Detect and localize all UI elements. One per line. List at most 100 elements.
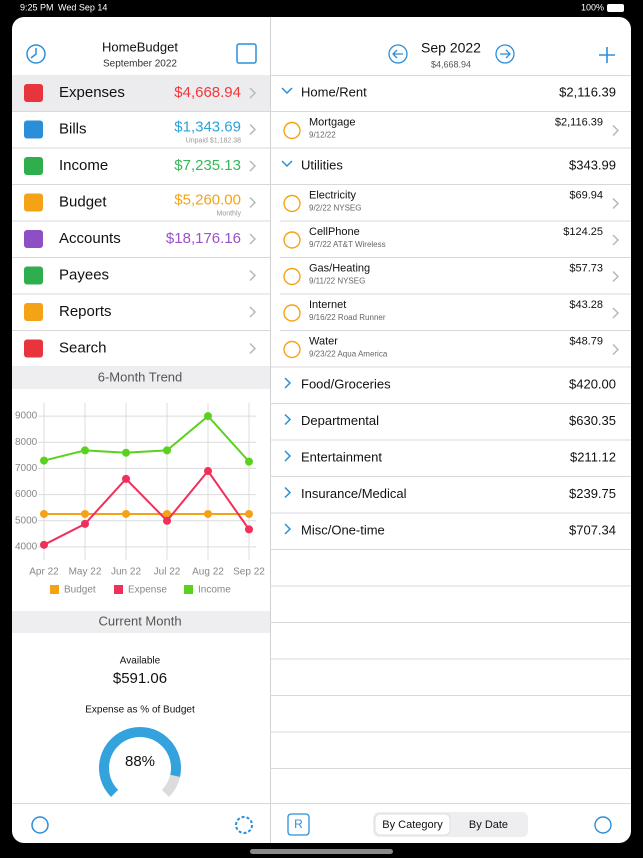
item-name[interactable]: CellPhone	[309, 226, 360, 238]
chevron	[249, 342, 257, 355]
item-name[interactable]: Water	[309, 335, 338, 347]
available-label: Available	[120, 656, 161, 667]
item-note: 9/2/22 NYSEG	[309, 204, 361, 213]
detail-title: Sep 2022	[421, 40, 481, 56]
group-name[interactable]: Entertainment	[301, 449, 382, 464]
data-point	[122, 448, 130, 457]
prev-button[interactable]	[388, 44, 408, 64]
item-icon	[283, 194, 301, 213]
item-amount: $69.94	[569, 189, 603, 201]
menu-amount: $18,176.16	[166, 230, 241, 247]
menu-note: Monthly	[216, 210, 241, 217]
item-name[interactable]: Mortgage	[309, 116, 355, 128]
y-tick-label: 8000	[15, 437, 38, 448]
menu-row-selected	[12, 75, 270, 112]
item-amount: $48.79	[569, 335, 603, 347]
menu-label[interactable]: Budget	[59, 193, 107, 210]
detail-total: $4,668.94	[431, 59, 471, 69]
chevron	[284, 413, 292, 426]
add-button[interactable]	[599, 47, 615, 63]
app-window	[12, 17, 631, 843]
item-icon	[283, 267, 301, 286]
chevron	[284, 450, 292, 462]
menu-label[interactable]: Bills	[59, 120, 87, 137]
chevron	[249, 87, 257, 99]
available-amount: $591.06	[113, 670, 167, 687]
chevron	[249, 196, 257, 209]
data-point	[163, 509, 171, 518]
group-name[interactable]: Food/Groceries	[301, 376, 391, 391]
legend-label: Budget	[64, 585, 96, 596]
section-header	[12, 611, 270, 633]
chart-title: 6-Month Trend	[98, 369, 183, 384]
item-note: 9/11/22 NYSEG	[309, 277, 365, 286]
data-point	[245, 509, 253, 518]
menu-icon	[24, 84, 43, 102]
data-point	[81, 446, 89, 455]
data-point	[163, 446, 171, 455]
segment-label[interactable]: By Category	[382, 819, 443, 831]
report-button[interactable]	[287, 813, 310, 836]
menu-label[interactable]: Accounts	[59, 230, 121, 247]
menu-amount: $7,235.13	[174, 157, 241, 174]
battery-icon	[607, 4, 624, 12]
status-battery: 100%	[581, 2, 604, 12]
y-tick-label: 5000	[15, 515, 38, 526]
gauge-track	[161, 774, 181, 797]
item-name[interactable]: Internet	[309, 299, 346, 311]
group-name[interactable]: Departmental	[301, 413, 379, 428]
chart-button[interactable]	[594, 816, 612, 834]
chevron	[612, 234, 620, 246]
menu-label[interactable]: Payees	[59, 266, 109, 283]
chevron	[249, 269, 257, 282]
item-icon	[283, 340, 301, 359]
segment-label[interactable]: By Date	[469, 819, 508, 831]
chevron	[249, 123, 257, 136]
info-button[interactable]	[31, 816, 49, 834]
group-amount: $2,116.39	[559, 84, 616, 99]
group-name[interactable]: Misc/One-time	[301, 522, 385, 537]
group-name[interactable]: Utilities	[301, 157, 343, 172]
menu-label[interactable]: Reports	[59, 303, 112, 320]
chevron	[612, 124, 620, 137]
data-point	[40, 456, 48, 465]
settings-button[interactable]	[235, 816, 253, 834]
menu-label[interactable]: Expenses	[59, 84, 125, 101]
gauge-value	[99, 727, 181, 797]
home-indicator	[250, 849, 393, 854]
menu-note: Unpaid $1,182.38	[186, 137, 241, 144]
menu-label[interactable]: Search	[59, 339, 107, 356]
legend-swatch	[50, 585, 59, 594]
segment-selected	[374, 813, 451, 836]
data-point	[40, 509, 48, 518]
item-amount: $124.25	[563, 226, 603, 238]
x-tick-label: May 22	[69, 567, 102, 578]
x-tick-label: Sep 22	[233, 567, 265, 578]
item-name[interactable]: Gas/Heating	[309, 262, 370, 274]
clock-hands	[30, 48, 37, 59]
series-line	[43, 414, 250, 463]
data-point	[40, 540, 48, 549]
group-name[interactable]: Insurance/Medical	[301, 486, 407, 501]
menu-label[interactable]: Income	[59, 157, 108, 174]
clock-button[interactable]	[26, 44, 46, 64]
item-icon	[283, 231, 301, 249]
legend-swatch	[184, 585, 193, 594]
group-amount: $343.99	[569, 157, 616, 172]
group-amount: $707.34	[569, 522, 616, 537]
next-button[interactable]	[495, 44, 515, 64]
chevron	[281, 87, 293, 95]
group-amount: $211.12	[570, 449, 616, 464]
section-header	[12, 367, 270, 389]
item-name[interactable]: Electricity	[309, 189, 357, 201]
group-name[interactable]: Home/Rent	[301, 84, 367, 99]
data-point	[122, 509, 130, 518]
menu-icon	[24, 157, 43, 175]
legend-label: Expense	[128, 585, 167, 596]
x-tick-label: Jul 22	[154, 567, 181, 578]
item-amount: $57.73	[569, 262, 603, 274]
y-tick-label: 6000	[15, 489, 38, 500]
calendar-button[interactable]	[236, 43, 257, 64]
chevron	[284, 486, 292, 499]
